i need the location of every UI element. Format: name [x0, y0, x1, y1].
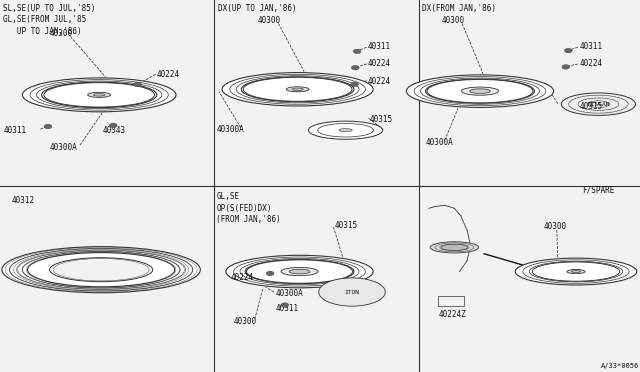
Text: 40311: 40311 — [579, 42, 602, 51]
Ellipse shape — [406, 75, 554, 108]
Ellipse shape — [319, 278, 385, 306]
Circle shape — [562, 65, 570, 69]
Ellipse shape — [461, 87, 499, 95]
Text: F/SPARE: F/SPARE — [582, 185, 614, 194]
Circle shape — [266, 271, 274, 276]
Ellipse shape — [93, 94, 105, 96]
Ellipse shape — [226, 255, 373, 288]
Text: 40315: 40315 — [579, 102, 602, 110]
Ellipse shape — [2, 247, 200, 293]
Text: 40315: 40315 — [335, 221, 358, 230]
Ellipse shape — [441, 244, 468, 250]
Text: DX(FROM JAN,'86): DX(FROM JAN,'86) — [422, 4, 497, 13]
Text: NISSAN: NISSAN — [587, 102, 610, 107]
Ellipse shape — [286, 87, 309, 92]
Text: 40300: 40300 — [257, 16, 280, 25]
Text: 40311: 40311 — [368, 42, 391, 51]
Ellipse shape — [246, 260, 353, 283]
Ellipse shape — [243, 77, 352, 101]
Text: 40300: 40300 — [49, 29, 72, 38]
Circle shape — [353, 49, 361, 54]
Text: 40300: 40300 — [442, 16, 465, 25]
Circle shape — [351, 82, 358, 87]
Text: 40300A: 40300A — [426, 138, 453, 147]
Text: 40315: 40315 — [370, 115, 393, 124]
Text: 40224: 40224 — [579, 60, 602, 68]
Ellipse shape — [515, 258, 637, 285]
Ellipse shape — [427, 80, 533, 103]
Text: 40224: 40224 — [368, 77, 391, 86]
Ellipse shape — [49, 258, 153, 282]
Ellipse shape — [567, 270, 585, 273]
Text: 40300A: 40300A — [50, 143, 78, 152]
Text: 40300: 40300 — [234, 317, 257, 326]
Circle shape — [351, 65, 359, 70]
Ellipse shape — [561, 93, 636, 115]
Ellipse shape — [88, 92, 111, 97]
Ellipse shape — [430, 242, 479, 253]
Ellipse shape — [308, 121, 383, 139]
Text: 40224: 40224 — [368, 60, 391, 68]
Ellipse shape — [292, 88, 303, 90]
Text: SL,SE(UP TO JUL,'85)
GL,SE(FROM JUL,'85
   UP TO JAN,'86): SL,SE(UP TO JUL,'85) GL,SE(FROM JUL,'85 … — [3, 4, 96, 36]
Text: GL,SE
OP(S(FED)DX)
(FROM JAN,'86): GL,SE OP(S(FED)DX) (FROM JAN,'86) — [216, 192, 281, 224]
Circle shape — [44, 124, 52, 129]
Ellipse shape — [289, 269, 310, 274]
Text: DX(UP TO JAN,'86): DX(UP TO JAN,'86) — [218, 4, 296, 13]
Text: 40224: 40224 — [230, 273, 253, 282]
Ellipse shape — [470, 89, 490, 93]
Ellipse shape — [572, 270, 580, 273]
Bar — [438, 296, 464, 306]
Ellipse shape — [222, 73, 373, 106]
Text: 40343: 40343 — [102, 126, 125, 135]
Text: 40224Z: 40224Z — [438, 310, 466, 319]
Ellipse shape — [339, 129, 352, 132]
Text: 40300A: 40300A — [216, 125, 244, 134]
Text: 40300A: 40300A — [275, 289, 303, 298]
Text: 40224: 40224 — [157, 70, 180, 79]
Text: 40312: 40312 — [12, 196, 35, 205]
Circle shape — [281, 303, 289, 307]
Ellipse shape — [44, 83, 154, 107]
Text: 40311: 40311 — [3, 126, 26, 135]
Text: 40300: 40300 — [544, 222, 567, 231]
Ellipse shape — [22, 78, 176, 112]
Circle shape — [564, 48, 572, 53]
Text: 40311: 40311 — [275, 304, 298, 312]
Ellipse shape — [532, 262, 620, 281]
Ellipse shape — [281, 267, 318, 276]
Text: A/33*0056: A/33*0056 — [600, 363, 639, 369]
Circle shape — [134, 82, 141, 87]
Text: ITON: ITON — [344, 289, 360, 295]
Circle shape — [109, 123, 117, 128]
